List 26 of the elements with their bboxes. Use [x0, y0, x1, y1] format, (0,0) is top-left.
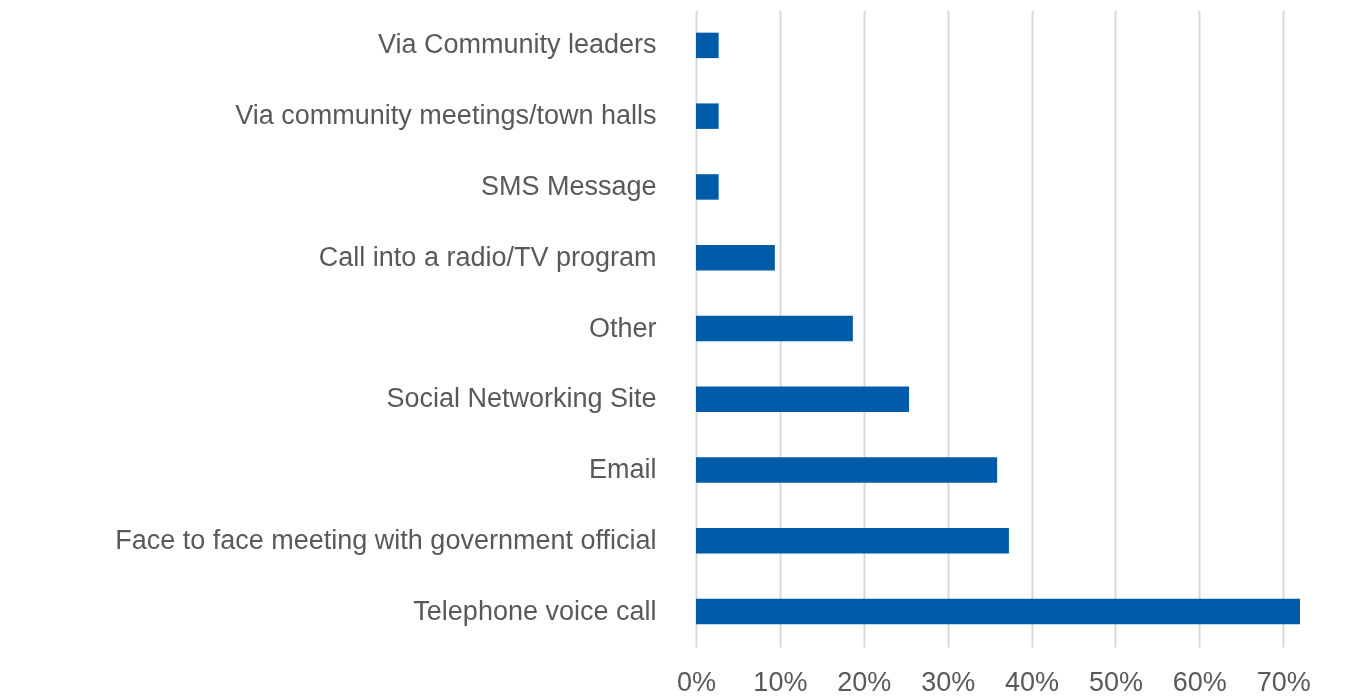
y-tick-label: Other: [588, 312, 657, 343]
bar: [696, 457, 998, 483]
y-tick-label: Telephone voice call: [413, 595, 657, 626]
x-tick-label: 20%: [837, 666, 892, 697]
bar: [696, 244, 775, 271]
y-tick-label: Social Networking Site: [386, 383, 657, 414]
x-tick-label: 40%: [1005, 666, 1060, 697]
x-tick-label: 10%: [753, 666, 808, 697]
x-tick-label: 0%: [676, 666, 717, 697]
y-tick-label: Via Community leaders: [377, 29, 657, 60]
y-tick-label: Face to face meeting with government official: [115, 524, 657, 555]
y-tick-label: Call into a radio/TV program: [318, 241, 657, 272]
bar: [696, 315, 853, 342]
bar: [696, 386, 910, 413]
x-tick-label: 60%: [1172, 666, 1227, 697]
bar: [696, 103, 719, 129]
y-tick-label: Via community meetings/town halls: [235, 100, 657, 131]
bar: [696, 32, 719, 59]
y-tick-label: SMS Message: [480, 170, 657, 201]
bar: [696, 598, 1300, 625]
x-tick-label: 70%: [1256, 666, 1311, 697]
x-tick-label: 50%: [1088, 666, 1143, 697]
y-tick-label: Email: [588, 454, 657, 485]
bar: [696, 528, 1009, 554]
bar: [696, 174, 719, 200]
x-tick-label: 30%: [921, 666, 976, 697]
